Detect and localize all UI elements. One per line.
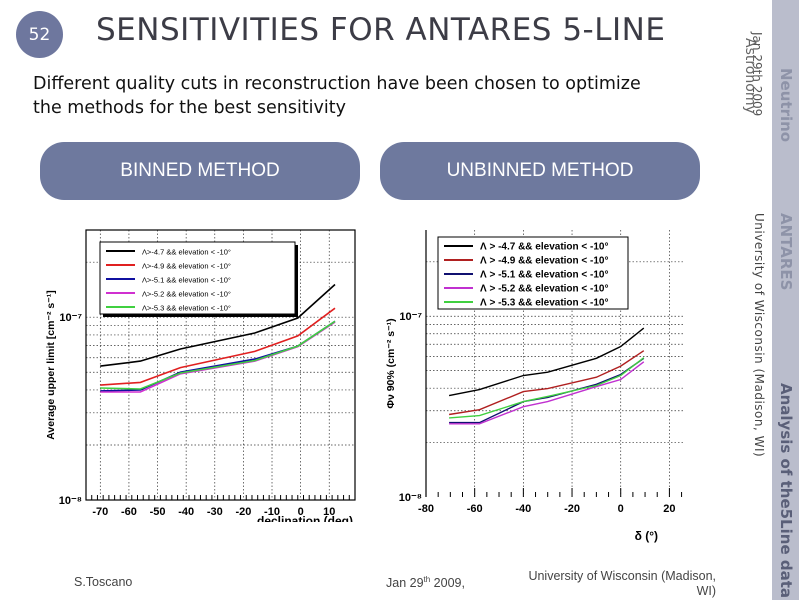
y-tick-label: 10⁻⁷ [399, 311, 422, 323]
legend-entry: Λ>-4.7 && elevation < -10° [142, 248, 231, 257]
x-tick-label: -60 [121, 506, 137, 518]
x-tick-label: -50 [150, 506, 166, 518]
legend-entry: Λ > -5.3 && elevation < -10° [480, 298, 609, 309]
unbinned-sensitivity-chart: -80 -60 -40 -20 0 20 10⁻⁷ 10⁻⁸ δ (°) Φν 90% (cm⁻²… [385, 230, 684, 543]
sidebar-neutrino: Neutrino [777, 68, 795, 143]
footer-author: S.Toscano [74, 575, 133, 589]
x-tick-label: -30 [207, 506, 223, 518]
y-axis-label: Average upper limit [cm⁻² s⁻¹] [45, 290, 57, 440]
unbinned-method-label: UNBINNED METHOD [380, 142, 700, 200]
x-tick-label: 10 [323, 506, 335, 518]
binned-method-label: BINNED METHOD [40, 142, 360, 200]
plot-frame [85, 229, 356, 501]
x-tick-label: -80 [418, 503, 434, 515]
footer-university-line-2: WI) [696, 584, 716, 598]
x-tick-label: -20 [235, 506, 251, 518]
footer-university-line-1: University of Wisconsin (Madison, [528, 569, 716, 583]
series-line [100, 321, 336, 393]
series-line [100, 320, 336, 392]
x-axis-label: declination (deg) [257, 514, 353, 522]
slide-number-badge: 52 [16, 11, 63, 58]
x-tick-label: 0 [298, 506, 304, 518]
x-tick-label: 20 [663, 503, 675, 515]
legend-entry: Λ > -5.2 && elevation < -10° [480, 284, 609, 295]
legend-entry: Λ > -5.1 && elevation < -10° [480, 270, 609, 281]
y-tick-label: 10⁻⁸ [59, 495, 82, 507]
y-axis-label: Φν 90% (cm⁻² s⁻¹) [385, 318, 397, 408]
series-line [449, 361, 645, 425]
x-tick-label: -40 [515, 503, 531, 515]
legend-entry: Λ > -4.9 && elevation < -10° [480, 256, 609, 267]
series-line [448, 350, 645, 416]
x-tick-label: -60 [467, 503, 483, 515]
x-tick-label: -10 [264, 506, 280, 518]
footer-university: University of Wisconsin (Madison, WI) [490, 569, 716, 599]
legend-entry: Λ>-5.2 && elevation < -10° [142, 290, 231, 299]
x-tick-label: -70 [92, 506, 108, 518]
x-tick-label: -20 [564, 503, 580, 515]
y-tick-label: 10⁻⁸ [399, 492, 422, 504]
sidebar-university: University of Wisconsin (Madison, WI) [752, 213, 766, 458]
sidebar-date: Jan 29th 2009 [750, 32, 764, 117]
sidebar-strip [772, 0, 799, 600]
series-line [100, 307, 336, 386]
sidebar-analysis-title: Analysis of the5Line data [777, 383, 795, 598]
series-line [449, 357, 645, 424]
footer-date-sup: th [423, 575, 431, 584]
x-tick-label: 0 [618, 503, 624, 515]
legend-entry: Λ>-4.9 && elevation < -10° [142, 262, 231, 271]
series-line [449, 357, 645, 419]
series-line [448, 327, 645, 397]
legend-entry: Λ>-5.3 && elevation < -10° [142, 304, 231, 313]
x-axis-label: δ (°) [635, 529, 658, 543]
binned-sensitivity-chart: -70 -60 -50 -40 -30 -20 -10 0 10 10⁻⁷ 10⁻⁸ declinat… [45, 229, 356, 522]
slide-title: SENSITIVITIES FOR ANTARES 5-LINE [96, 12, 666, 48]
y-tick-label: 10⁻⁷ [59, 312, 82, 324]
subtitle-line-1: Different quality cuts in reconstruction… [33, 74, 641, 94]
slide-subtitle: Different quality cuts in reconstruction… [33, 72, 641, 120]
legend-entry: Λ > -4.7 && elevation < -10° [480, 242, 609, 253]
series-line [100, 283, 336, 367]
footer-date-prefix: Jan 29 [386, 576, 424, 591]
sidebar-antares: ANTARES [777, 213, 795, 291]
footer-date: Jan 29th 2009, [386, 575, 465, 590]
x-tick-label: -40 [178, 506, 194, 518]
sidebar-astronomy: Astronomy [742, 38, 758, 114]
footer-date-suffix: 2009, [430, 576, 465, 591]
legend-entry: Λ>-5.1 && elevation < -10° [142, 276, 231, 285]
subtitle-line-2: the methods for the best sensitivity [33, 98, 346, 118]
series-line [100, 320, 336, 390]
